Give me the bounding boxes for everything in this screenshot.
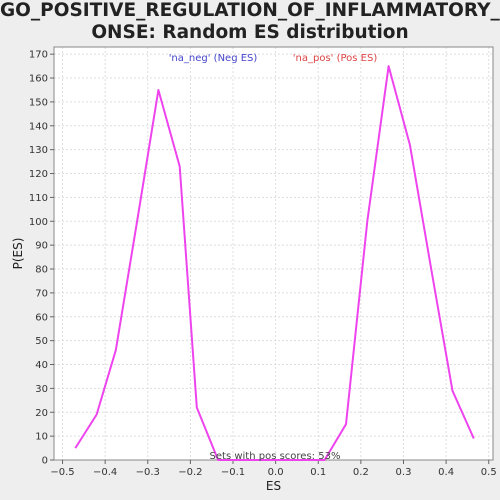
x-axis-ticks: −0.5 −0.4 −0.3 −0.2 −0.1 0.0 0.1 0.2 0.3 0.4 0.5 [50,460,497,478]
y-axis-ticks: 0 10 20 30 40 50 60 70 80 90 100 110 120 130 140 150 160… [29,50,54,467]
chart-title-line-1: GO_POSITIVE_REGULATION_OF_INFLAMMATORY_R… [0,0,500,21]
y-tick-label: 90 [35,241,48,252]
y-tick-label: 80 [35,265,48,276]
legend-neg-es: 'na_neg' (Neg ES) [169,53,258,64]
y-tick-label: 170 [29,50,48,61]
y-tick-label: 10 [35,432,48,443]
x-tick-label: 0.0 [268,467,284,478]
y-tick-label: 160 [29,74,48,85]
series-line [74,65,475,461]
y-tick-label: 110 [29,193,48,204]
x-tick-label: −0.1 [221,467,245,478]
y-tick-label: 50 [35,336,48,347]
y-tick-label: 130 [29,145,48,156]
y-tick-label: 60 [35,312,48,323]
x-tick-label: 0.3 [396,467,412,478]
y-tick-label: 70 [35,288,48,299]
x-tick-label: 0.4 [438,467,454,478]
y-tick-label: 150 [29,97,48,108]
y-axis-label: P(ES) [11,238,25,270]
y-tick-label: 120 [29,169,48,180]
x-tick-label: 0.1 [310,467,326,478]
pos-scores-annotation: Sets with pos scores: 53% [210,451,341,462]
plot-area [54,47,493,460]
x-tick-label: −0.4 [93,467,117,478]
y-tick-label: 0 [42,456,48,467]
y-tick-label: 40 [35,360,48,371]
x-axis-label: ES [266,479,281,493]
y-tick-label: 100 [29,217,48,228]
x-tick-label: 0.5 [481,467,497,478]
x-tick-label: −0.2 [178,467,202,478]
x-tick-label: −0.3 [136,467,160,478]
chart-title-line-2: ONSE: Random ES distribution [91,22,409,43]
y-tick-label: 30 [35,384,48,395]
chart-title: GO_POSITIVE_REGULATION_OF_INFLAMMATORY_R… [0,0,500,44]
y-tick-label: 140 [29,121,48,132]
y-tick-label: 20 [35,408,48,419]
x-tick-label: 0.2 [353,467,369,478]
legend-pos-es: 'na_pos' (Pos ES) [293,53,378,64]
x-tick-label: −0.5 [50,467,74,478]
